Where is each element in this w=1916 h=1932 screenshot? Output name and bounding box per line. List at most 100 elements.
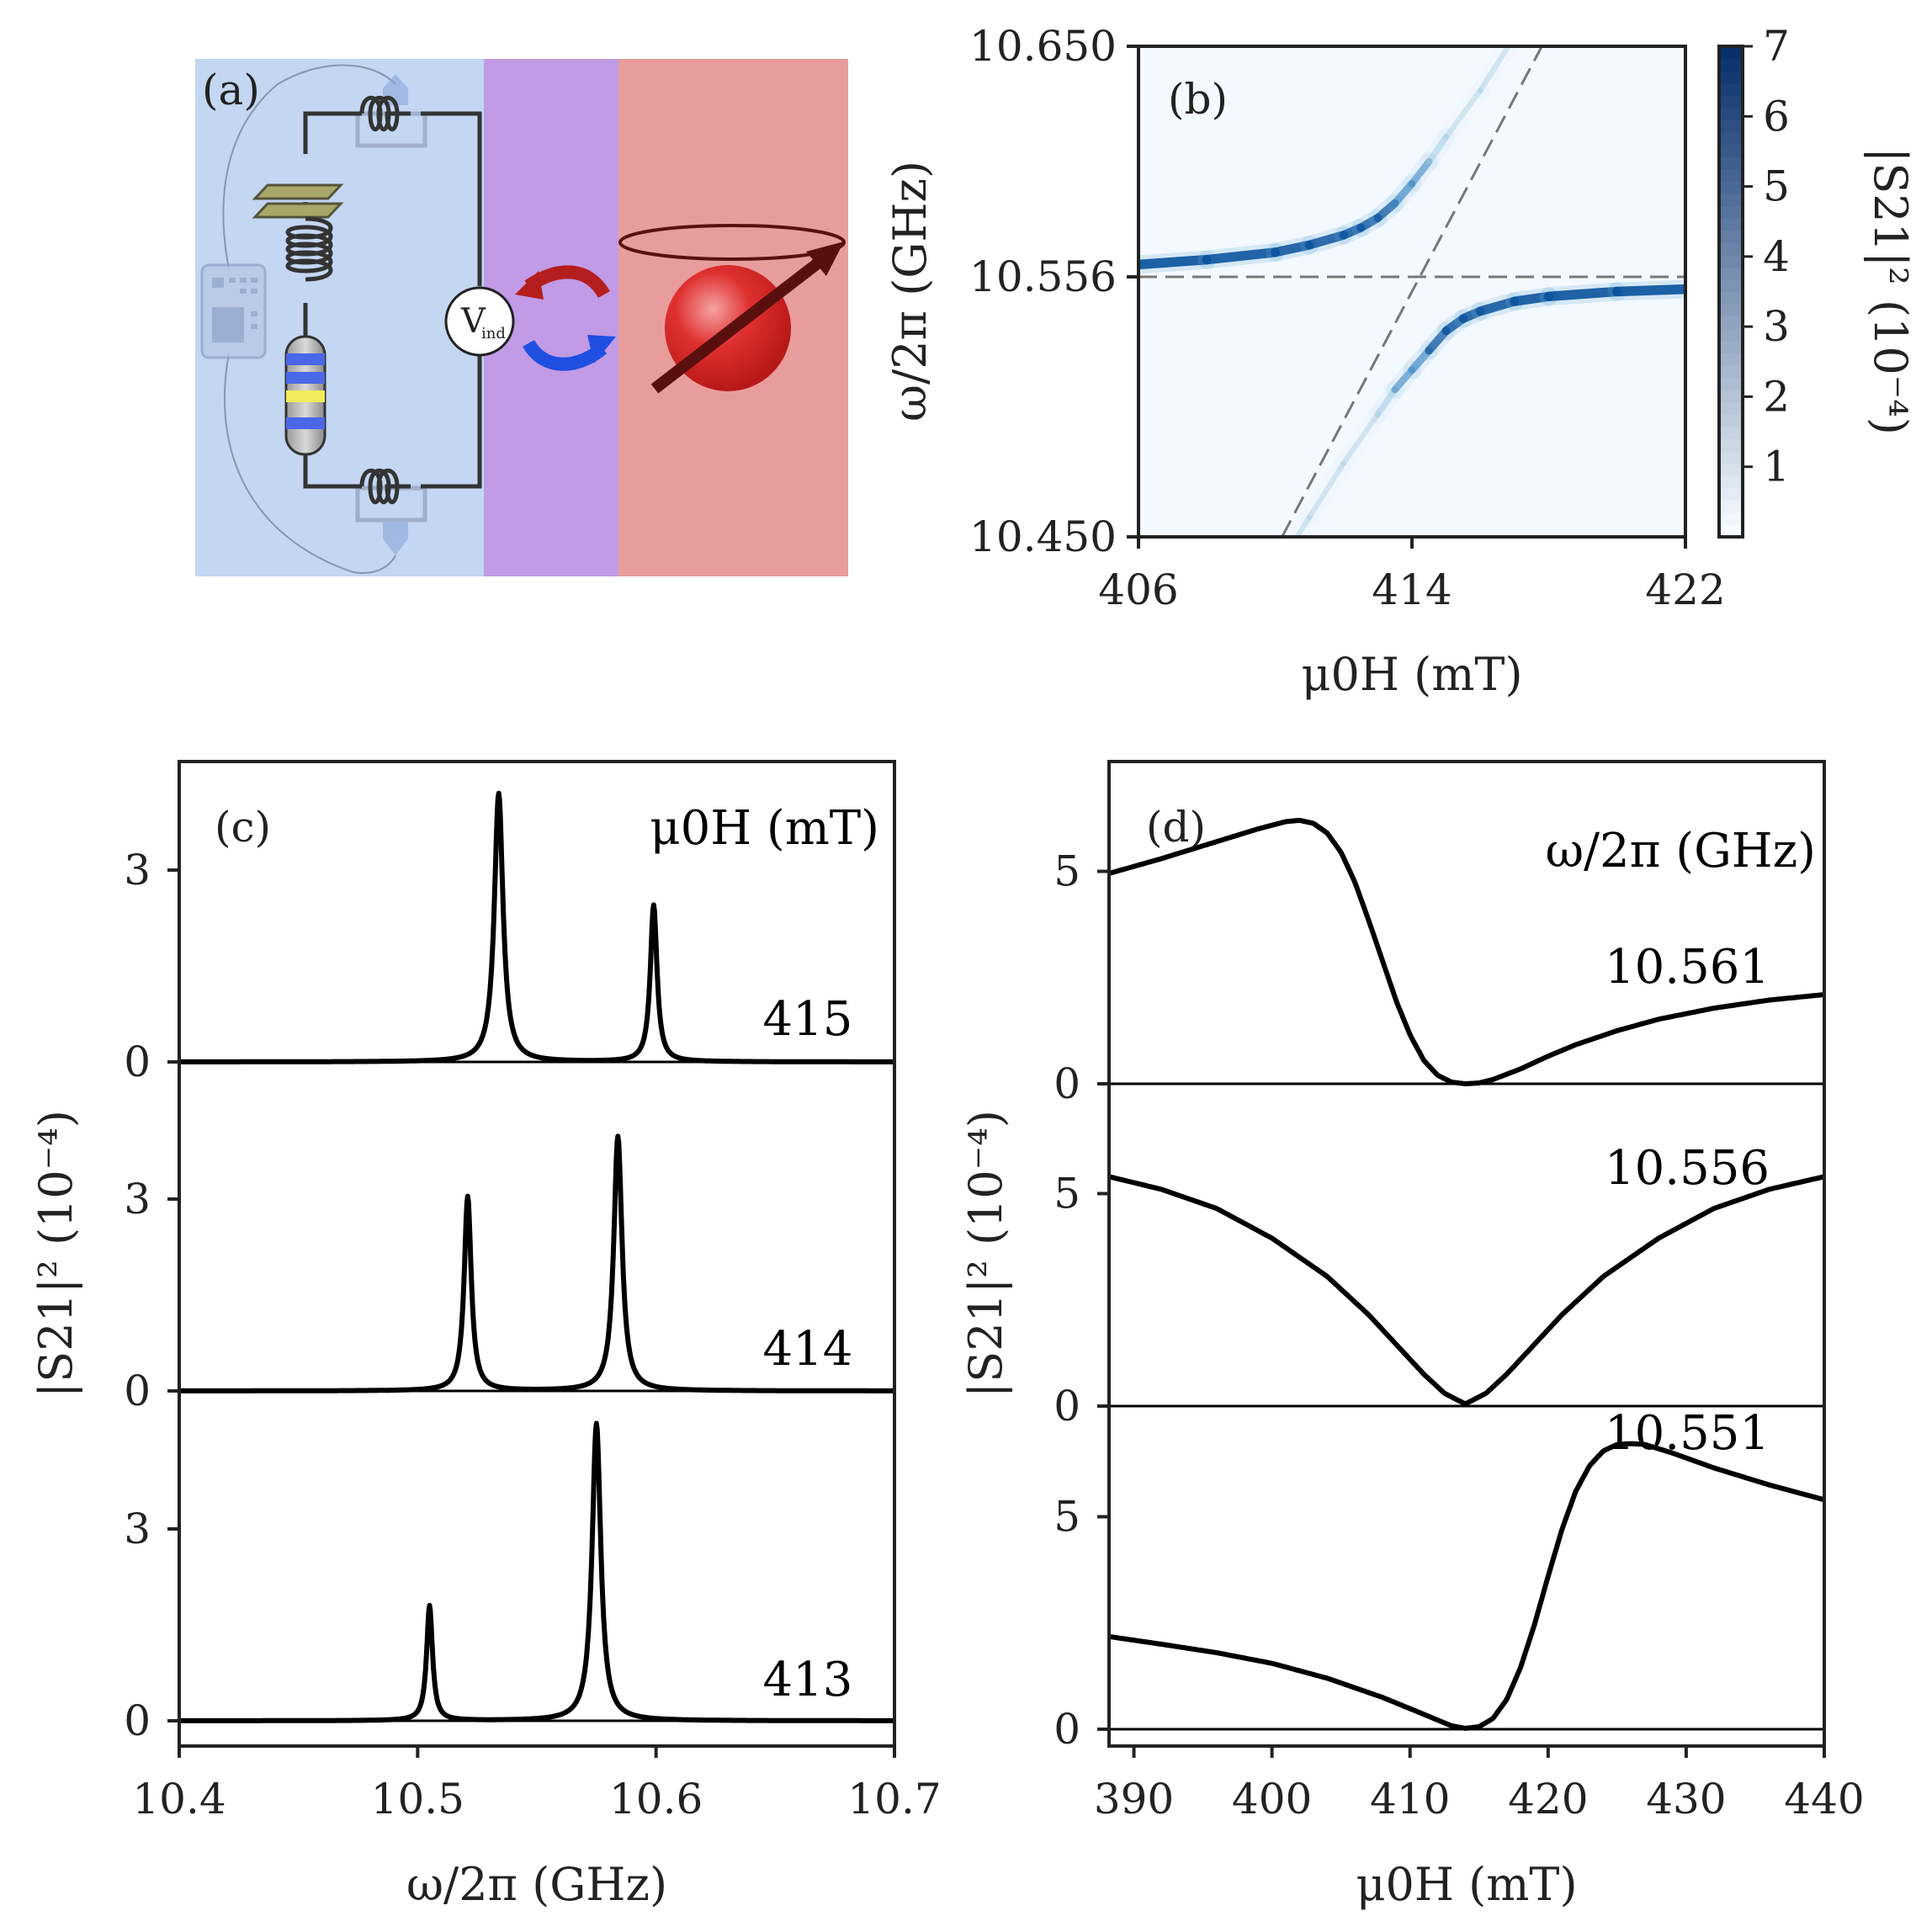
- voltage-subscript: ind: [481, 325, 506, 342]
- series-label: 10.561: [1605, 940, 1770, 995]
- colorbar-step: [1719, 82, 1743, 96]
- colorbar-step: [1719, 131, 1743, 146]
- x-axis-ticks: 390 400 410 420 430 440: [1094, 1746, 1865, 1823]
- x-tick-label: 440: [1784, 1775, 1864, 1823]
- colorbar-step: [1719, 144, 1743, 157]
- panel-b-label: (b): [1168, 75, 1228, 124]
- colorbar-step: [1719, 463, 1743, 476]
- colorbar-step: [1719, 364, 1743, 379]
- x-tick-label: 420: [1508, 1775, 1588, 1823]
- colorbar-step: [1719, 291, 1743, 305]
- colorbar-step: [1719, 119, 1743, 133]
- panel-c-frame: [178, 760, 896, 1748]
- colorbar-step: [1719, 193, 1743, 206]
- colorbar-step: [1719, 512, 1743, 525]
- panel-d-field-sweeps: (d) ω/2π (GHz) 10.561 10.556 10.551 390 400…: [959, 760, 1865, 1911]
- y-tick-label: 10.650: [969, 22, 1117, 71]
- reference-line-diagonal: [1281, 45, 1543, 538]
- capacitor-icon: [252, 183, 344, 219]
- coax-cable: [222, 64, 396, 574]
- series-10.561: [1108, 818, 1825, 1086]
- panel-d-frame: [1107, 760, 1826, 1748]
- colorbar-step: [1719, 340, 1743, 353]
- spin-arrow-icon: [806, 242, 844, 276]
- colorbar-step: [1719, 70, 1743, 84]
- red-arrow-icon: [515, 271, 544, 300]
- x-axis-ticks: 406 414 422: [1098, 537, 1726, 614]
- colorbar-step: [1719, 254, 1743, 268]
- inductor-icon: [285, 216, 333, 282]
- y-axis-ticks: 10.650 10.556 10.450: [969, 22, 1138, 561]
- x-tick-label: 400: [1232, 1775, 1312, 1823]
- colorbar-step: [1719, 499, 1743, 513]
- lower-branch: [1391, 366, 1416, 394]
- upper-branch: [1515, 0, 1549, 36]
- lower-branch: [1510, 291, 1554, 306]
- series-label: 10.556: [1605, 1141, 1770, 1196]
- panel-a-schematic: (a): [195, 59, 848, 576]
- x-axis-label: ω/2π (GHz): [406, 1858, 667, 1911]
- colorbar-step: [1719, 180, 1743, 194]
- lower-branch: [1408, 346, 1433, 374]
- x-tick-label: 10.6: [609, 1775, 703, 1823]
- colorbar-gradient: [1719, 45, 1743, 538]
- x-axis-ticks: 10.4 10.5 10.6 10.7: [132, 1746, 942, 1823]
- x-tick-label: 10.7: [847, 1775, 941, 1823]
- panel-b-heatmap: (b) 406 414 422 10.650 10.556 10.450 μ0H (mT…: [884, 0, 1916, 701]
- y-tick-label: 10.556: [969, 252, 1117, 301]
- colorbar-ticks: 1 2 3 4 5 6 7: [1743, 22, 1790, 491]
- upper-branch: [1391, 179, 1416, 208]
- heatmap-branches: [1138, 0, 1685, 537]
- voltage-node: [444, 286, 515, 357]
- series-413: [177, 1420, 897, 1723]
- colorbar-step: [1719, 217, 1743, 231]
- y-tick-label: 5: [1054, 1170, 1080, 1218]
- colorbar-step: [1719, 475, 1743, 489]
- inductor-icon: [359, 95, 411, 132]
- colorbar-label: |S21|² (10⁻⁴): [1864, 147, 1916, 435]
- colorbar-tick-label: 1: [1763, 443, 1790, 491]
- lower-branch: [1340, 411, 1381, 466]
- colorbar-step: [1719, 242, 1743, 256]
- colorbar-step: [1719, 303, 1743, 317]
- colorbar-step: [1719, 107, 1743, 120]
- colorbar-tick-label: 2: [1763, 372, 1790, 421]
- colorbar-step: [1719, 487, 1743, 501]
- x-tick-label: 414: [1372, 565, 1452, 614]
- series-label: 413: [763, 1653, 853, 1707]
- upper-branch: [1304, 231, 1349, 250]
- x-tick-label: 410: [1370, 1775, 1450, 1823]
- signal-generator-icon: [200, 263, 267, 359]
- lower-branch: [1306, 460, 1346, 520]
- series-label: 415: [763, 992, 853, 1047]
- spectra-curves: [177, 790, 897, 1723]
- colorbar-step: [1719, 279, 1743, 292]
- colorbar-step: [1719, 327, 1743, 342]
- upper-branch: [1138, 254, 1212, 270]
- panel-d-label: (d): [1146, 803, 1206, 852]
- series-415: [177, 790, 897, 1064]
- lower-branch: [1293, 514, 1313, 537]
- colorbar-step: [1719, 401, 1743, 415]
- colorbar-step: [1719, 523, 1743, 538]
- colorbar-tick-label: 6: [1763, 92, 1790, 141]
- lower-branch: [1374, 386, 1399, 418]
- colorbar-tick-label: 7: [1763, 22, 1790, 71]
- upper-branch: [1270, 240, 1314, 257]
- x-tick-label: 10.4: [132, 1775, 226, 1823]
- x-axis-label: μ0H (mT): [1356, 1858, 1577, 1911]
- inductor-icon: [359, 468, 411, 505]
- upper-branch-glow: [1515, 0, 1549, 36]
- series-labels: 415 414 413: [763, 992, 853, 1707]
- legend-title: μ0H (mT): [650, 801, 879, 856]
- colorbar-step: [1719, 413, 1743, 427]
- y-tick-label: 5: [1054, 847, 1080, 896]
- upper-branch: [1202, 247, 1281, 265]
- x-tick-label: 422: [1645, 565, 1725, 614]
- y-tick-label: 0: [1054, 1382, 1080, 1430]
- x-tick-label: 430: [1646, 1775, 1726, 1823]
- x-tick-label: 406: [1098, 565, 1178, 614]
- x-tick-label: 10.5: [371, 1775, 464, 1823]
